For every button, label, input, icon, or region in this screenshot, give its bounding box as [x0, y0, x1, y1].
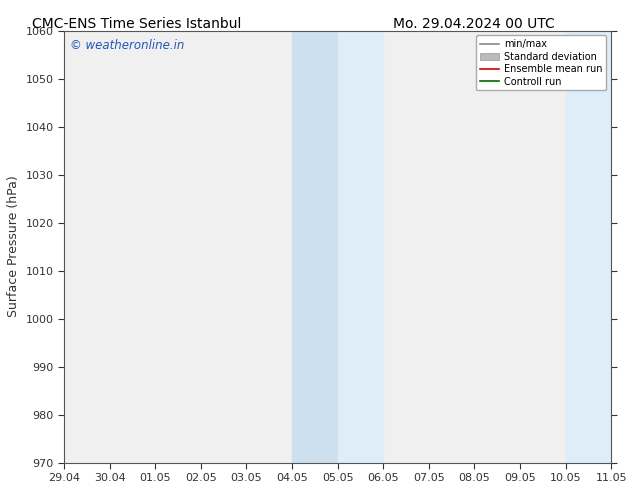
- Text: © weatheronline.in: © weatheronline.in: [70, 39, 184, 52]
- Bar: [338, 30, 383, 463]
- Bar: [566, 30, 611, 463]
- Text: CMC-ENS Time Series Istanbul: CMC-ENS Time Series Istanbul: [32, 17, 241, 31]
- Bar: [292, 30, 338, 463]
- Y-axis label: Surface Pressure (hPa): Surface Pressure (hPa): [7, 176, 20, 318]
- Legend: min/max, Standard deviation, Ensemble mean run, Controll run: min/max, Standard deviation, Ensemble me…: [476, 35, 606, 91]
- Text: Mo. 29.04.2024 00 UTC: Mo. 29.04.2024 00 UTC: [393, 17, 555, 31]
